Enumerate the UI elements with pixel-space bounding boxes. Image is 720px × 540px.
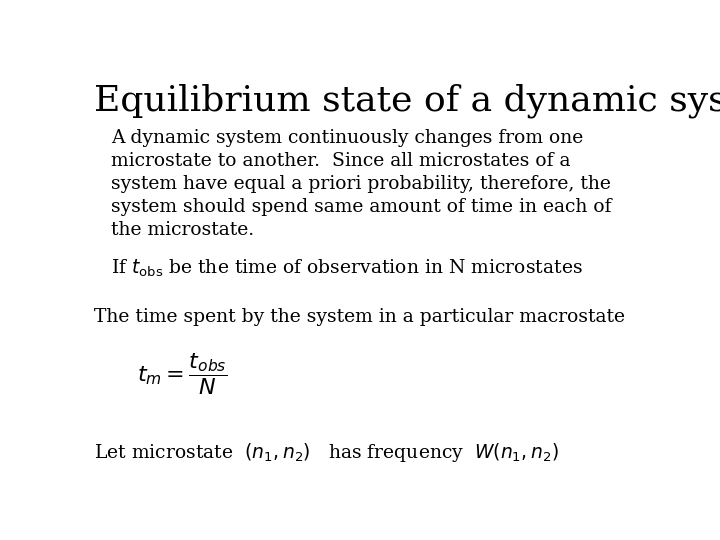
Text: A dynamic system continuously changes from one
microstate to another.  Since all: A dynamic system continuously changes fr… <box>111 129 612 239</box>
Text: Equilibrium state of a dynamic system: Equilibrium state of a dynamic system <box>94 84 720 118</box>
Text: If $t_{\mathrm{obs}}$ be the time of observation in N microstates: If $t_{\mathrm{obs}}$ be the time of obs… <box>111 258 583 279</box>
Text: $t_m = \dfrac{t_{obs}}{N}$: $t_m = \dfrac{t_{obs}}{N}$ <box>138 352 228 397</box>
Text: Let microstate  $(n_1, n_2)$   has frequency  $W(n_1, n_2)$: Let microstate $(n_1, n_2)$ has frequenc… <box>94 441 559 464</box>
Text: The time spent by the system in a particular macrostate: The time spent by the system in a partic… <box>94 308 626 326</box>
